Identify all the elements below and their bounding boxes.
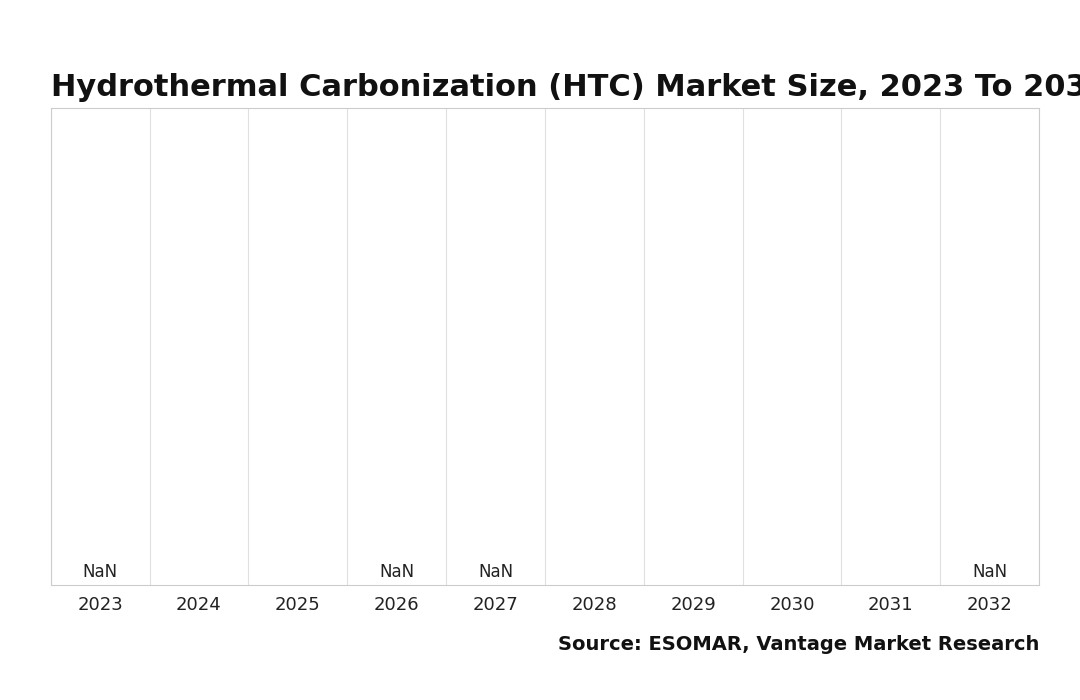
Text: NaN: NaN [477, 563, 513, 581]
Text: NaN: NaN [82, 563, 118, 581]
Text: Source: ESOMAR, Vantage Market Research: Source: ESOMAR, Vantage Market Research [557, 636, 1039, 654]
Text: Hydrothermal Carbonization (HTC) Market Size, 2023 To 2032 (USD Million): Hydrothermal Carbonization (HTC) Market … [51, 74, 1080, 102]
Text: NaN: NaN [972, 563, 1008, 581]
Text: NaN: NaN [379, 563, 415, 581]
